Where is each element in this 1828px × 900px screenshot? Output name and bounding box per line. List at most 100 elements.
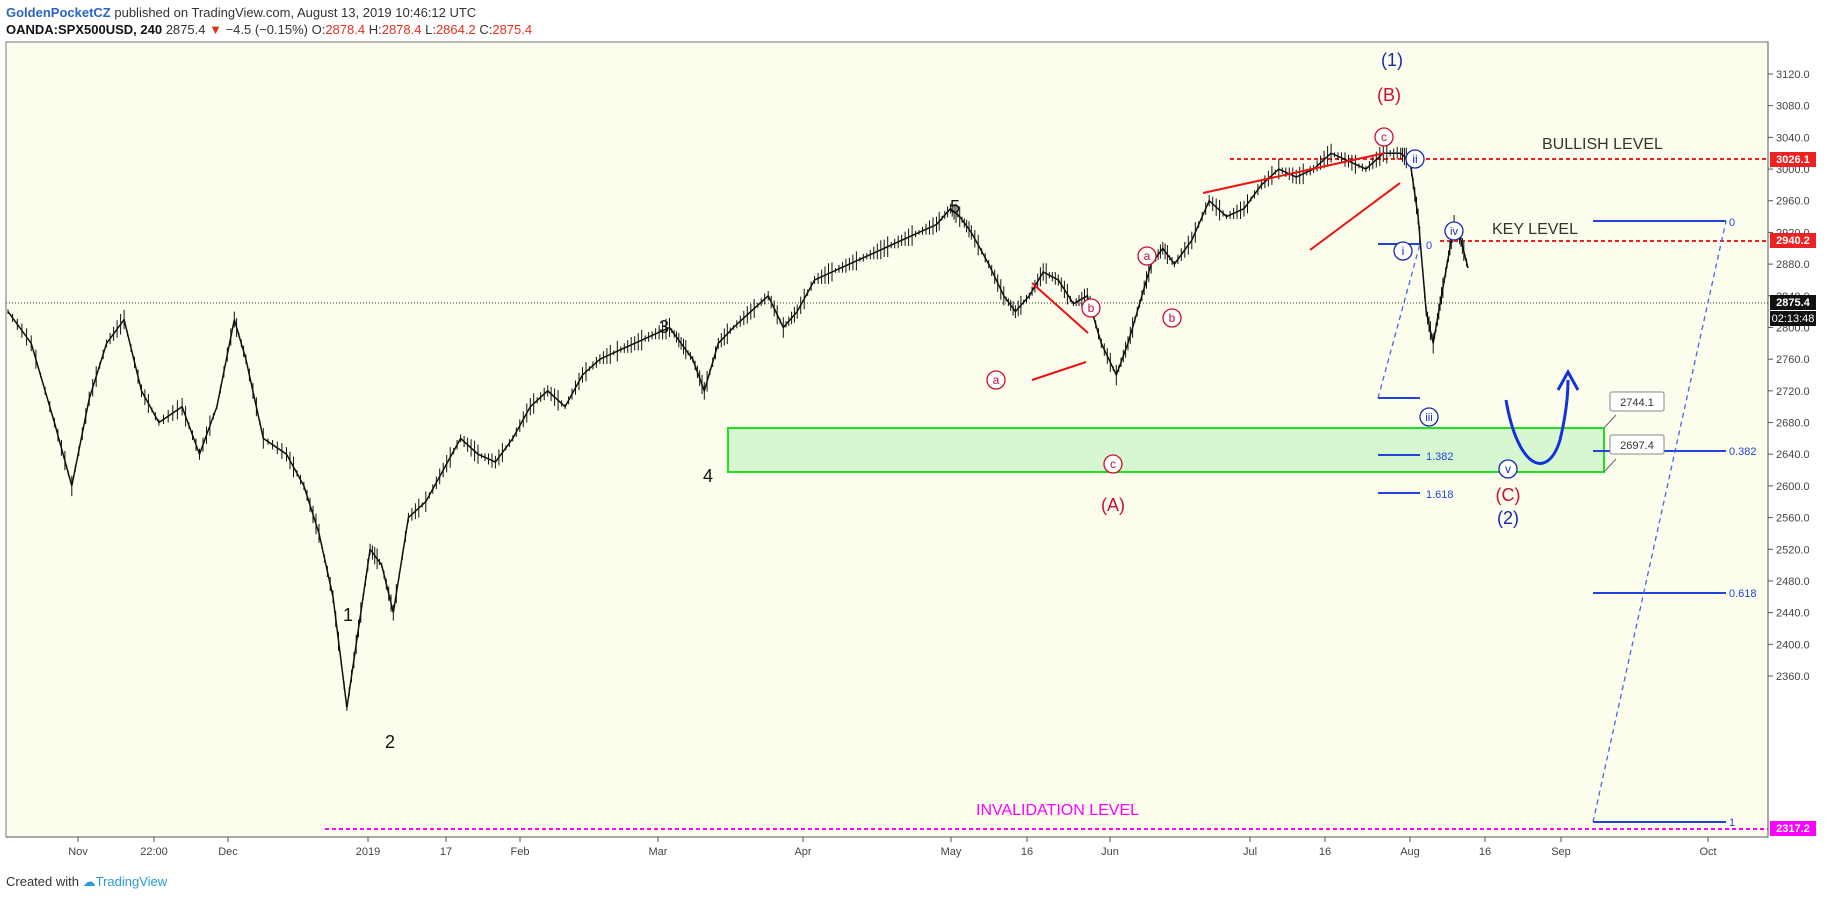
publish-info: published on TradingView.com, August 13,… bbox=[110, 5, 477, 20]
wave-label-1: 1 bbox=[343, 605, 353, 625]
wave-label-4: 4 bbox=[703, 466, 713, 486]
circled-label-i: i bbox=[1393, 241, 1413, 261]
wedge-line-lower bbox=[1031, 361, 1087, 381]
time-tick-label: Feb bbox=[511, 846, 530, 858]
fib-large-0382-label: 0.382 bbox=[1729, 446, 1757, 458]
zone-top-pointer bbox=[1603, 414, 1617, 429]
time-tick-label: Dec bbox=[218, 846, 238, 858]
diagonal-line-lower bbox=[1309, 182, 1401, 251]
circled-label-i-text: i bbox=[1402, 244, 1405, 258]
fib-large-1-label: 1 bbox=[1729, 817, 1735, 829]
close-label: C: bbox=[479, 22, 493, 37]
ohlc-line: OANDA:SPX500USD, 240 2875.4 ▼ −4.5 (−0.1… bbox=[6, 21, 532, 38]
price-tick-label: 2640.0 bbox=[1776, 449, 1810, 461]
circled-label-b1-text: b bbox=[1088, 301, 1095, 315]
price-tick-label: 2760.0 bbox=[1776, 354, 1810, 366]
chart-footer: Created with ☁TradingView bbox=[6, 874, 167, 890]
time-tick-label: 16 bbox=[1319, 846, 1331, 858]
time-tick-label: Oct bbox=[1699, 846, 1716, 858]
tradingview-brand-link[interactable]: TradingView bbox=[95, 874, 168, 889]
time-tick-label: Nov bbox=[68, 846, 88, 858]
wave-label-2: 2 bbox=[385, 732, 395, 752]
current-price-tag-text: 2875.4 bbox=[1776, 297, 1811, 309]
zone-top-callout bbox=[1609, 391, 1665, 412]
circled-label-ii: ii bbox=[1405, 149, 1425, 169]
bullish-level-label: BULLISH LEVEL bbox=[1542, 136, 1663, 153]
open-label: O: bbox=[311, 22, 326, 37]
wave-label-5: 5 bbox=[950, 197, 960, 217]
time-tick-label: 17 bbox=[440, 846, 452, 858]
down-arrow-icon: ▼ bbox=[209, 22, 222, 37]
symbol-label: OANDA:SPX500USD, 240 bbox=[6, 22, 163, 37]
support-zone[interactable] bbox=[727, 427, 1605, 473]
wave-label-one-blue: (1) bbox=[1381, 50, 1403, 70]
created-with-label: Created with bbox=[6, 874, 79, 889]
bullish-price-tag-text: 3026.1 bbox=[1776, 154, 1810, 166]
circled-label-ii-text: ii bbox=[1412, 152, 1417, 166]
zone-top-value: 2744.1 bbox=[1620, 397, 1654, 409]
invalidation-price-tag-text: 2317.2 bbox=[1776, 823, 1810, 835]
price-tick-label: 2880.0 bbox=[1776, 259, 1810, 271]
circled-label-b2: b bbox=[1162, 308, 1182, 328]
wave-label-3: 3 bbox=[659, 317, 669, 337]
diagonal-line-upper bbox=[1202, 152, 1386, 194]
fib-small-1382-label: 1.382 bbox=[1426, 451, 1454, 463]
wedge-line-upper bbox=[1031, 282, 1089, 334]
circled-label-c2-text: c bbox=[1381, 130, 1387, 144]
high-value: 2878.4 bbox=[381, 22, 422, 37]
time-tick-label: Jun bbox=[1101, 846, 1119, 858]
circled-label-iii-text: iii bbox=[1425, 412, 1432, 424]
price-tick-label: 2560.0 bbox=[1776, 513, 1810, 525]
invalidation-level-label: INVALIDATION LEVEL bbox=[976, 802, 1139, 819]
circled-label-a2: a bbox=[1137, 246, 1157, 266]
author-link[interactable]: GoldenPocketCZ bbox=[6, 5, 111, 20]
key-price-tag-text: 2940.2 bbox=[1776, 235, 1810, 247]
wave-label-B: (B) bbox=[1377, 85, 1401, 105]
publish-line: GoldenPocketCZ published on TradingView.… bbox=[6, 4, 532, 21]
price-tick-label: 2600.0 bbox=[1776, 481, 1810, 493]
zone-bottom-value: 2697.4 bbox=[1620, 440, 1654, 452]
time-tick-label: 16 bbox=[1479, 846, 1491, 858]
time-tick-label: Mar bbox=[649, 846, 668, 858]
wave-label-A: (A) bbox=[1101, 495, 1125, 515]
circled-label-c1-text: c bbox=[1110, 457, 1116, 471]
candles bbox=[7, 142, 1468, 711]
price-tick-label: 2680.0 bbox=[1776, 418, 1810, 430]
price-tick-label: 3080.0 bbox=[1776, 101, 1810, 113]
current-price-tag bbox=[1770, 295, 1816, 310]
wave-label-C: (C) bbox=[1496, 485, 1521, 505]
circled-label-c2: c bbox=[1374, 127, 1394, 147]
time-tick-label: 22:00 bbox=[140, 846, 168, 858]
circled-label-b1: b bbox=[1081, 298, 1101, 318]
zone-bottom-pointer bbox=[1603, 458, 1617, 473]
change-label: −4.5 (−0.15%) bbox=[225, 22, 308, 37]
time-axis[interactable]: Nov 22:00 Dec 2019 17 Feb Mar Apr May 16 Jun Jul 16 A… bbox=[68, 837, 1717, 858]
time-tick-label: 2019 bbox=[356, 846, 380, 858]
circled-label-v-text: v bbox=[1505, 462, 1511, 476]
zone-bottom-callout bbox=[1609, 434, 1665, 455]
price-tick-label: 2520.0 bbox=[1776, 544, 1810, 556]
fib-small-0-label: 0 bbox=[1426, 240, 1432, 252]
circled-label-a1-text: a bbox=[993, 373, 1000, 387]
time-tick-label: Sep bbox=[1551, 846, 1571, 858]
close-value: 2875.4 bbox=[492, 22, 533, 37]
chart-header: GoldenPocketCZ published on TradingView.… bbox=[6, 4, 532, 38]
circled-label-v: v bbox=[1498, 459, 1518, 479]
fib-large-0-label: 0 bbox=[1729, 217, 1735, 229]
low-value: 2864.2 bbox=[435, 22, 476, 37]
key-level-label: KEY LEVEL bbox=[1492, 221, 1578, 238]
price-tick-label: 3040.0 bbox=[1776, 132, 1810, 144]
bullish-price-tag bbox=[1770, 152, 1816, 167]
wave-label-two-blue: (2) bbox=[1497, 508, 1519, 528]
fib-small-1618-label: 1.618 bbox=[1426, 489, 1454, 501]
price-tick-label: 2400.0 bbox=[1776, 639, 1810, 651]
price-tick-label: 2360.0 bbox=[1776, 671, 1810, 683]
price-tick-label: 2480.0 bbox=[1776, 576, 1810, 588]
countdown-tag bbox=[1770, 311, 1816, 326]
circled-label-iii: iii bbox=[1419, 407, 1439, 427]
circled-label-c1: c bbox=[1103, 454, 1123, 474]
high-label: H: bbox=[368, 22, 382, 37]
time-tick-label: 16 bbox=[1021, 846, 1033, 858]
circled-label-a1: a bbox=[986, 370, 1006, 390]
